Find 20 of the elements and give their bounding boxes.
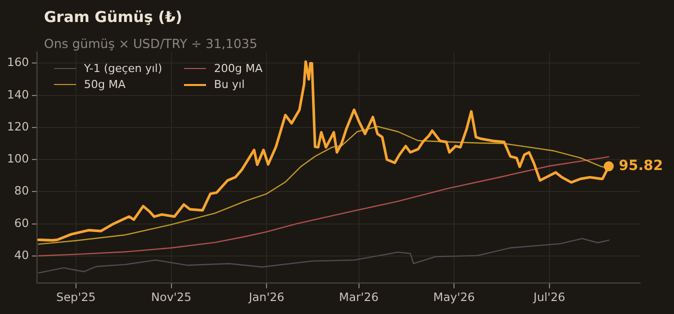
x-tick-label: Mar'26 [339, 290, 379, 304]
y-tick-label: 160 [6, 55, 29, 70]
y-tick-label: 120 [6, 119, 29, 134]
legend-label: 50g MA [84, 78, 126, 91]
y-tick-label: 140 [6, 87, 29, 102]
y-tick-label: 80 [14, 184, 29, 198]
legend-label: Y-1 (geçen yıl) [84, 62, 162, 75]
x-tick-label: Jul'26 [532, 290, 566, 304]
x-tick-label: Nov'25 [151, 290, 192, 304]
chart-title: Gram Gümüş (₺) [44, 8, 182, 26]
x-tick-label: May'26 [433, 290, 475, 304]
legend-label: Bu yıl [214, 78, 245, 91]
legend-label: 200g MA [214, 62, 262, 75]
y-tick-label: 40 [14, 248, 29, 262]
annotation: 95.82 [618, 158, 664, 174]
y-tick-label: 60 [14, 216, 29, 230]
x-tick-label: Sep'25 [56, 290, 96, 304]
chart-subtitle: Ons gümüş × USD/TRY ÷ 31,1035 [44, 36, 258, 51]
x-tick-label: Jan'26 [248, 290, 284, 304]
y-tick-label: 100 [6, 152, 29, 166]
